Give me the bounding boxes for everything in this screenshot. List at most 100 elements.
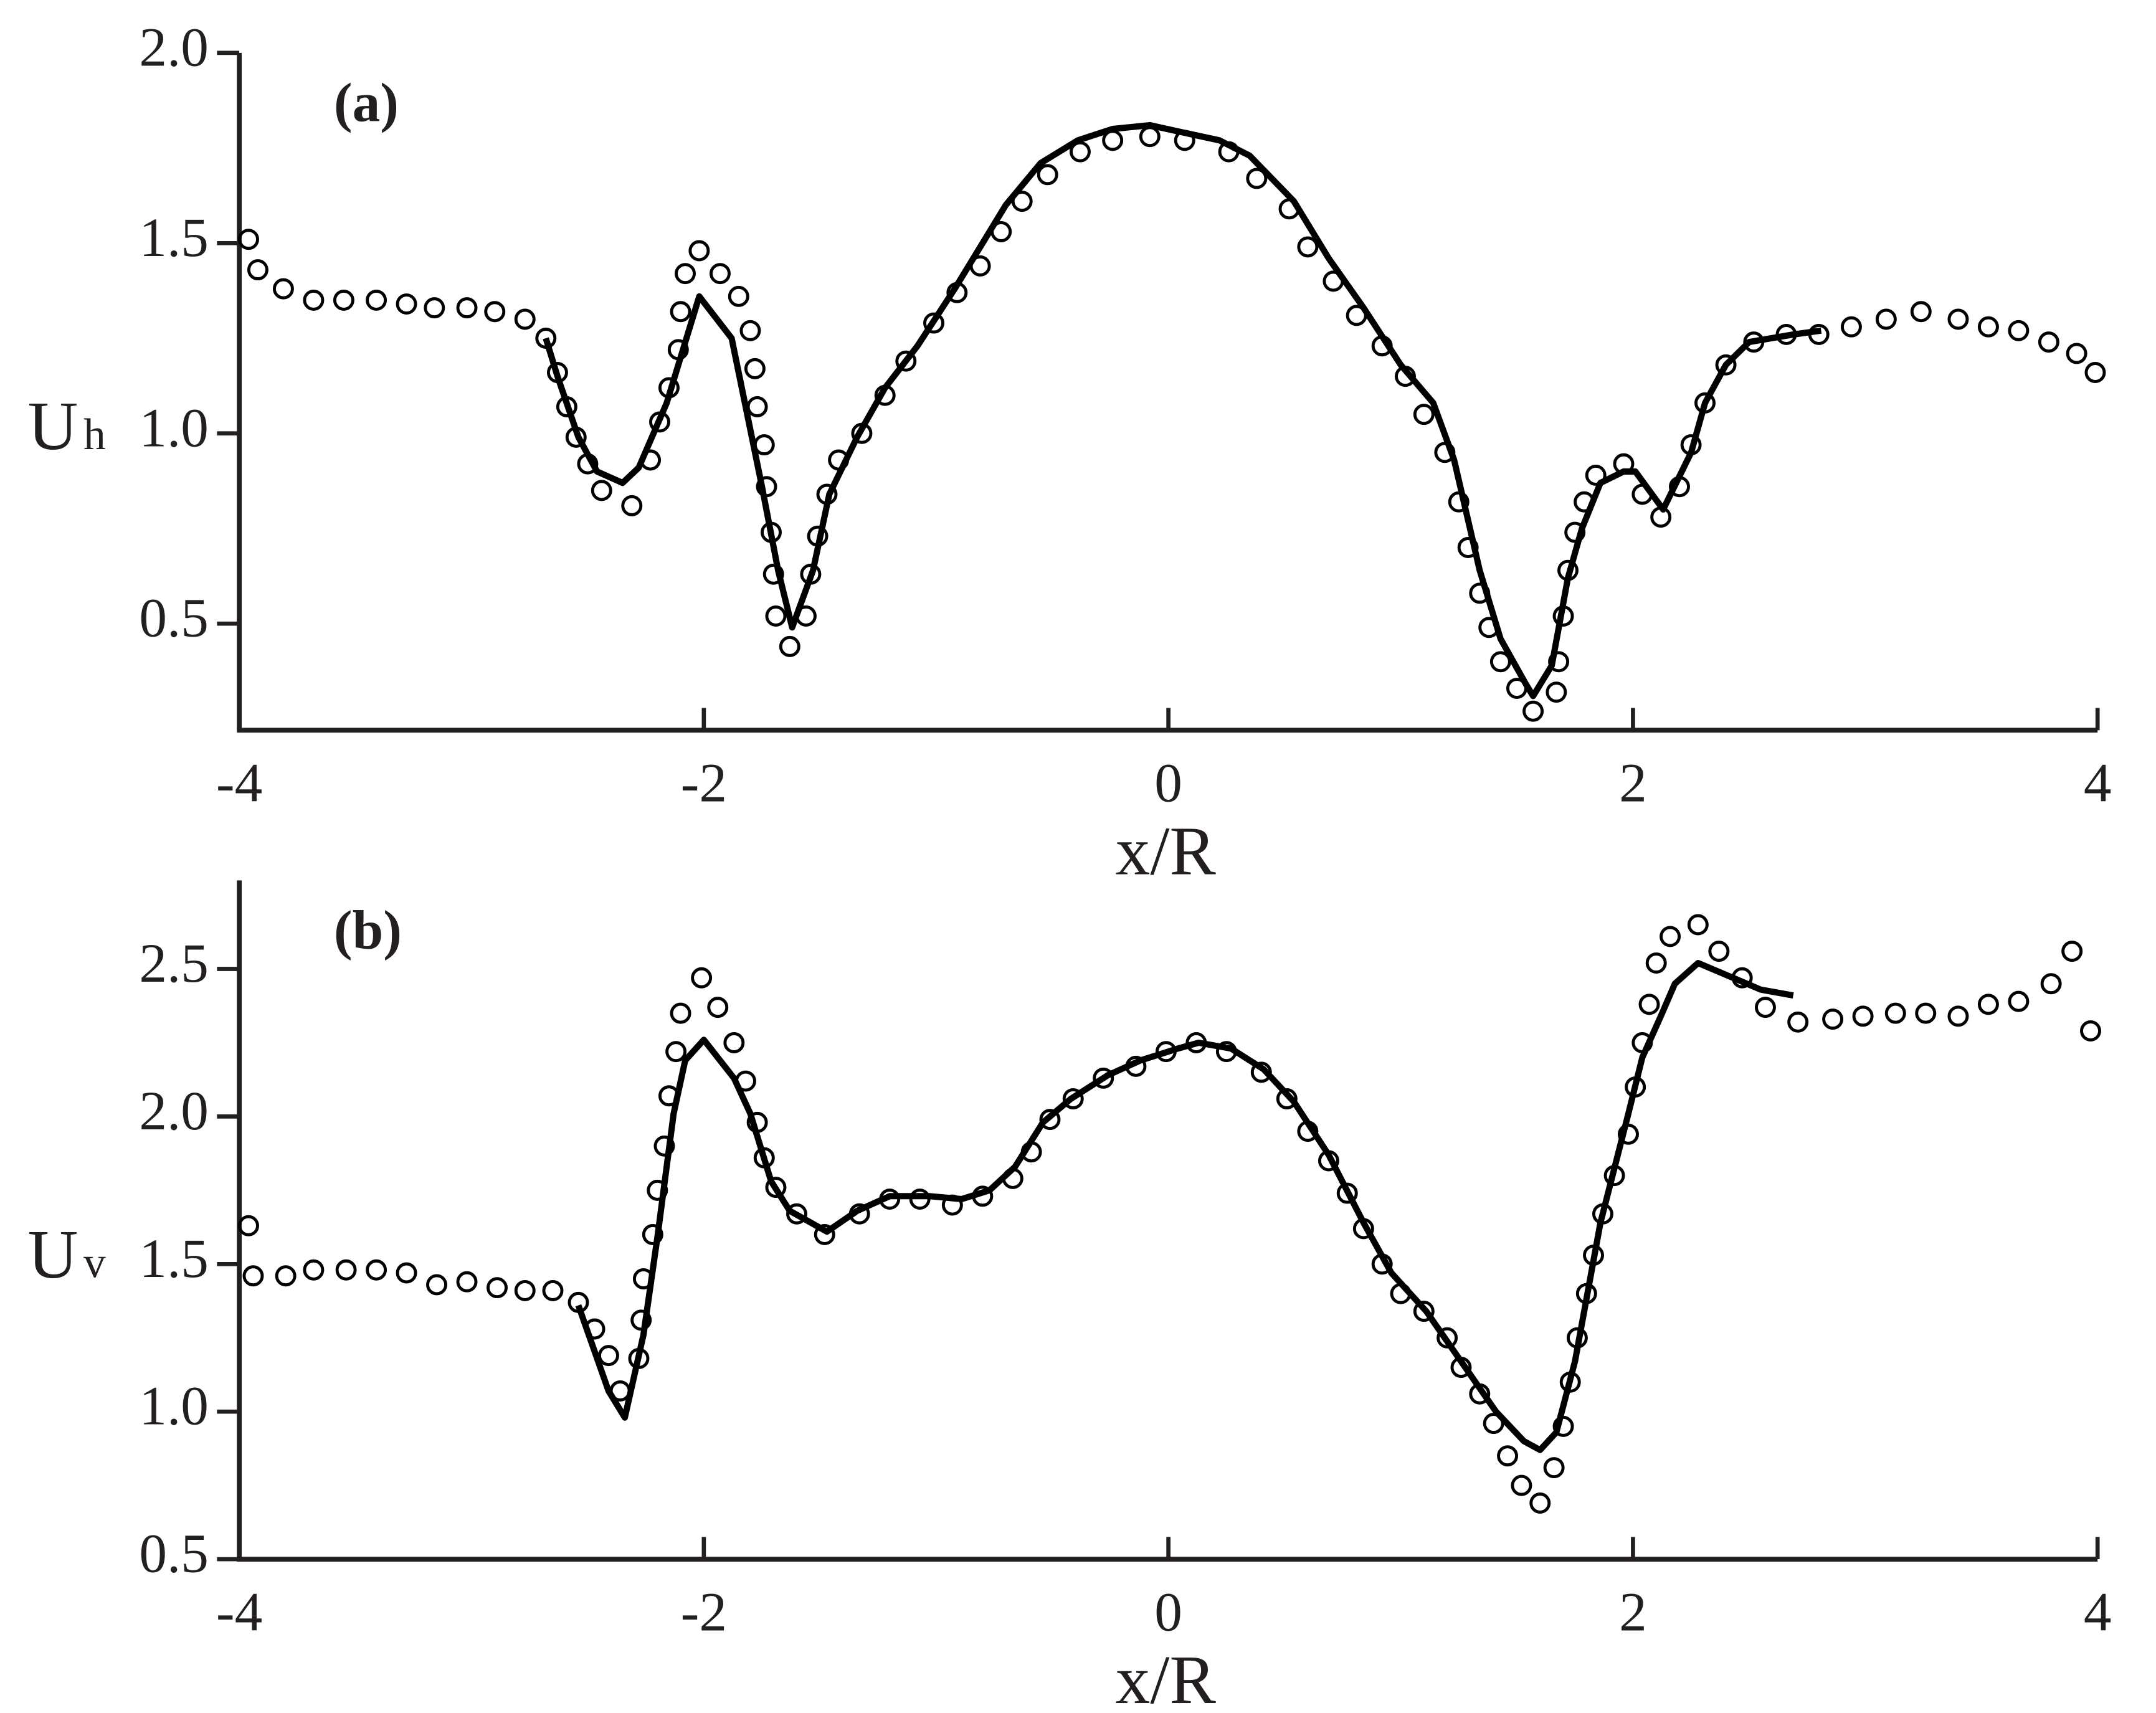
data-point <box>670 1002 691 1024</box>
data-point <box>333 289 354 311</box>
data-point <box>642 1223 663 1245</box>
data-point <box>247 259 268 281</box>
data-point <box>1947 1005 1969 1027</box>
data-point <box>779 635 800 657</box>
data-point <box>723 1032 745 1053</box>
data-point <box>688 240 710 262</box>
data-point <box>1413 1301 1435 1322</box>
x-tick-label: 2 <box>1619 752 1647 814</box>
data-point <box>456 297 478 319</box>
data-point <box>1336 1182 1358 1204</box>
data-point <box>272 278 294 300</box>
data-point <box>2040 973 2062 995</box>
data-point <box>487 1277 508 1299</box>
data-point <box>814 1223 835 1245</box>
panel: -4 -2 0 2 4 0.5 1.0 1.5 2.0 x/R U h (a) <box>28 16 2112 890</box>
data-point <box>1297 236 1319 258</box>
data-point <box>366 1259 387 1281</box>
data-point <box>366 289 387 311</box>
data-point <box>542 1279 564 1301</box>
data-point <box>709 263 731 285</box>
data-point <box>1715 354 1737 376</box>
data-point <box>1977 994 1999 1015</box>
y-tick-label: 2.0 <box>139 16 209 78</box>
data-point <box>2061 941 2083 962</box>
data-point <box>1645 952 1667 974</box>
data-point <box>2080 1020 2101 1042</box>
data-point <box>1093 1067 1114 1089</box>
data-point <box>238 1215 259 1236</box>
y-tick-label: 0.5 <box>139 587 209 649</box>
data-point <box>303 289 325 311</box>
data-point <box>238 229 259 250</box>
data-point <box>1822 1008 1844 1030</box>
data-point <box>675 263 696 285</box>
data-point <box>1852 1005 1874 1027</box>
x-tick-label: 4 <box>2084 1581 2112 1643</box>
data-point <box>598 1345 619 1367</box>
x-tick-label: -2 <box>681 1581 727 1643</box>
data-point <box>514 1279 536 1301</box>
data-point <box>1915 1002 1937 1024</box>
x-tick-label: -2 <box>681 752 727 814</box>
data-point <box>1437 1327 1458 1349</box>
data-point <box>728 285 749 307</box>
data-point <box>2008 990 2030 1012</box>
data-point <box>653 1135 675 1157</box>
data-point <box>514 308 536 330</box>
data-point <box>1511 1474 1532 1496</box>
data-point <box>1638 994 1660 1015</box>
data-point <box>1522 700 1544 722</box>
y-tick-label: 1.5 <box>139 207 209 268</box>
panel: -4 -2 0 2 4 0.5 1.0 1.5 2.0 2.5 x/R U v (b) <box>28 880 2112 1713</box>
data-point <box>691 967 713 989</box>
x-axis-label: x/R <box>1116 813 1217 890</box>
data-point <box>1139 126 1161 148</box>
data-point <box>1483 1413 1504 1435</box>
data-point <box>1246 168 1268 189</box>
data-point <box>762 563 784 585</box>
data-point <box>2008 320 2030 341</box>
data-point <box>1787 1011 1809 1033</box>
data-point <box>1585 464 1607 486</box>
y-tick-label: 1.5 <box>139 1228 209 1289</box>
y-tick-label: 2.0 <box>139 1080 209 1142</box>
data-point <box>426 1274 448 1296</box>
x-tick-label: 0 <box>1154 752 1182 814</box>
data-point <box>1062 1088 1084 1109</box>
data-point <box>2066 343 2087 364</box>
data-point <box>1543 1457 1565 1479</box>
data-point <box>1011 191 1033 212</box>
data-point <box>303 1259 325 1281</box>
data-point <box>2038 331 2059 353</box>
data-point <box>1037 164 1058 186</box>
data-point <box>396 293 417 315</box>
data-point <box>591 480 612 501</box>
data-point <box>1884 1002 1906 1024</box>
data-point <box>1947 308 1969 330</box>
y-tick-label: 0.5 <box>139 1523 209 1585</box>
data-point <box>744 358 766 379</box>
panel-title: (b) <box>334 899 402 961</box>
y-axis-label: U <box>28 388 78 465</box>
data-point <box>786 1203 807 1225</box>
data-point <box>424 297 445 319</box>
data-point <box>707 997 729 1018</box>
data-point <box>484 301 506 323</box>
x-tick-label: 4 <box>2084 752 2112 814</box>
x-tick-label: 0 <box>1154 1581 1182 1643</box>
data-point <box>1754 997 1776 1018</box>
data-point <box>1910 301 1932 323</box>
data-point <box>1875 308 1897 330</box>
data-point <box>895 350 917 372</box>
data-point <box>1489 651 1511 673</box>
y-tick-label: 1.0 <box>139 1375 209 1437</box>
data-point <box>1413 404 1435 425</box>
data-point <box>1529 1492 1551 1514</box>
x-tick-label: 2 <box>1619 1581 1647 1643</box>
data-point <box>2084 362 2106 383</box>
data-point <box>765 605 787 627</box>
data-point <box>335 1259 357 1281</box>
y-tick-label: 2.5 <box>139 932 209 994</box>
data-point <box>1708 941 1730 962</box>
